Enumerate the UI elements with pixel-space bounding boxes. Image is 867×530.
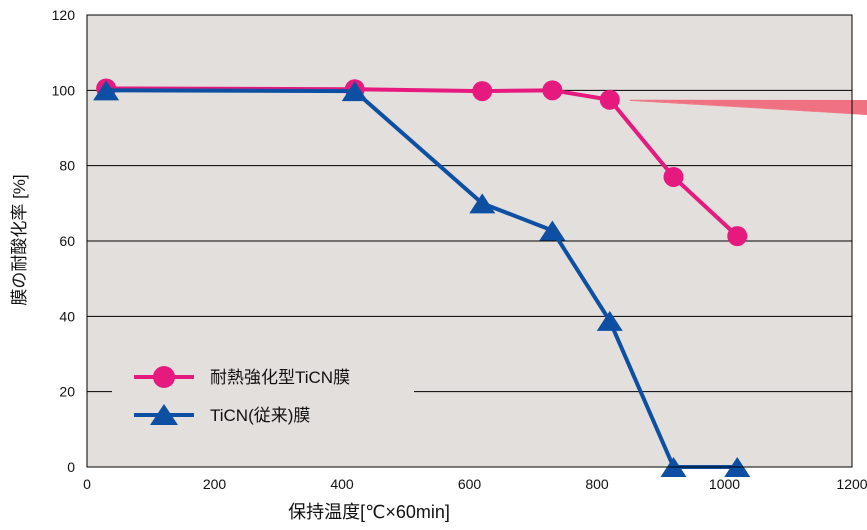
x-tick-label-400: 400 <box>330 476 354 492</box>
y-tick-label-100: 100 <box>52 82 76 98</box>
series-1-point-6 <box>663 166 684 187</box>
series-1-point-5 <box>599 89 620 110</box>
x-tick-label-1200: 1200 <box>836 476 867 492</box>
series-layer <box>93 78 751 477</box>
series-2-point-1 <box>93 80 120 101</box>
y-tick-label-60: 60 <box>59 233 75 249</box>
y-tick-label-120: 120 <box>52 7 76 23</box>
series-2-point-5 <box>596 310 623 331</box>
y-tick-label-0: 0 <box>67 459 75 475</box>
legend: 耐熱強化型TiCN膜 TiCN(従来)膜 <box>112 352 414 440</box>
x-axis-title: 保持温度[℃×60min] <box>288 502 450 522</box>
legend-label-2: TiCN(従来)膜 <box>210 406 310 425</box>
y-tick-label-40: 40 <box>59 308 75 324</box>
series-2-point-2 <box>341 81 368 102</box>
legend-marker-1 <box>153 366 175 388</box>
annotation-layer <box>629 99 867 115</box>
x-tick-label-600: 600 <box>458 476 482 492</box>
series-1-point-4 <box>542 80 563 101</box>
plot-frame <box>86 14 853 468</box>
legend-box <box>112 352 414 440</box>
highlight-wedge-edge <box>629 99 867 115</box>
series-1-point-3 <box>472 81 493 102</box>
y-axis-title: 膜の耐酸化率 [%] <box>10 174 29 305</box>
y-tick-label-20: 20 <box>59 384 75 400</box>
x-tick-label-800: 800 <box>585 476 609 492</box>
x-tick-label-1000: 1000 <box>709 476 740 492</box>
series-1-point-7 <box>727 226 748 247</box>
x-tick-label-200: 200 <box>203 476 227 492</box>
legend-label-1: 耐熱強化型TiCN膜 <box>210 368 350 387</box>
y-tick-label-80: 80 <box>59 158 75 174</box>
legend-marker-2 <box>150 404 178 425</box>
x-tick-label-0: 0 <box>83 476 91 492</box>
series-2-point-3 <box>469 193 496 214</box>
series-2-point-4 <box>539 220 566 241</box>
